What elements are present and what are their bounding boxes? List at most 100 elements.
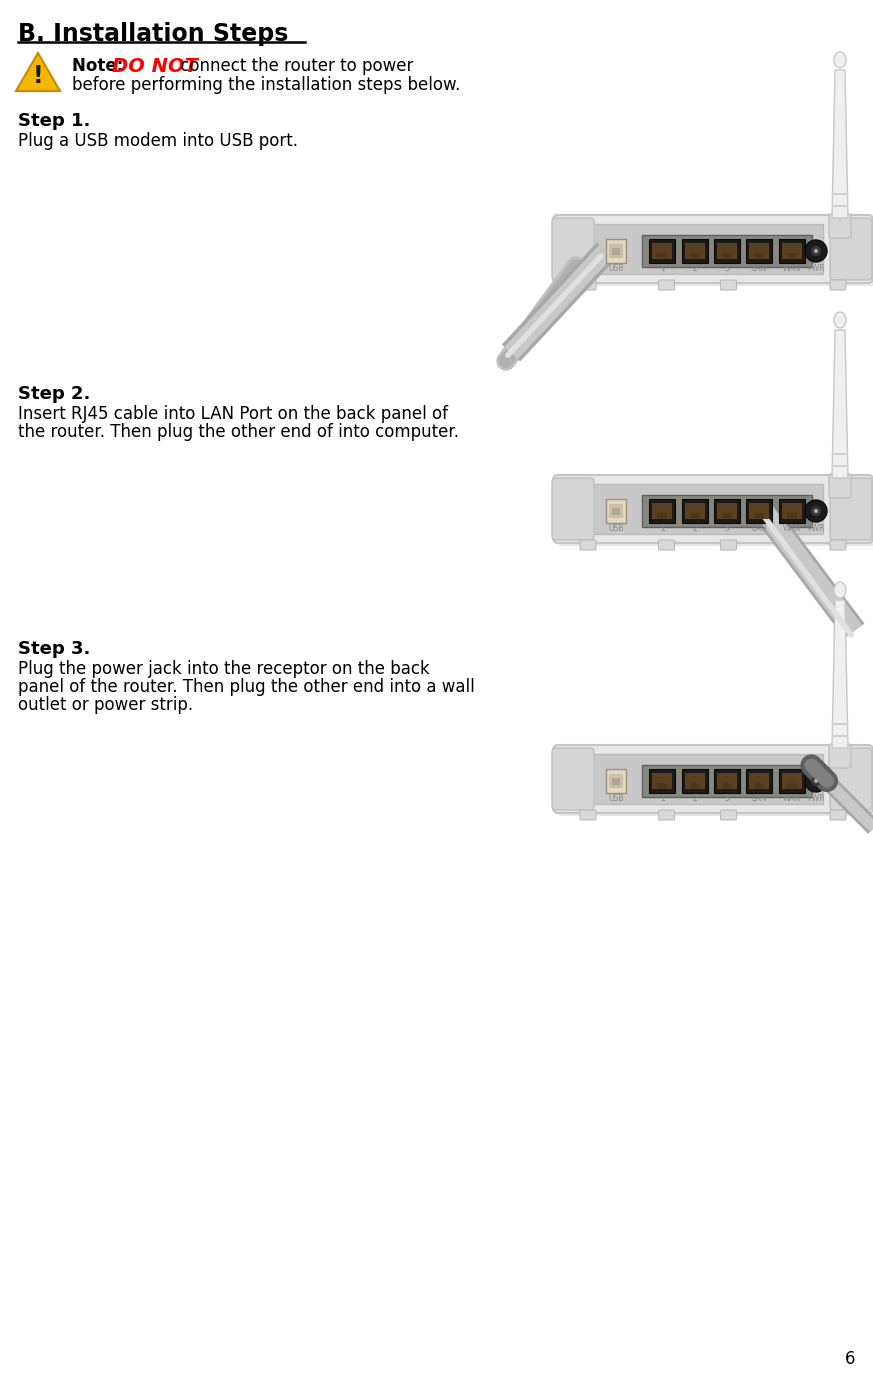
Polygon shape bbox=[16, 54, 60, 91]
FancyBboxPatch shape bbox=[553, 215, 873, 283]
Bar bbox=[754, 783, 765, 788]
Bar bbox=[787, 513, 797, 517]
Bar bbox=[650, 239, 675, 263]
Bar bbox=[714, 499, 740, 523]
Text: 3: 3 bbox=[725, 794, 730, 804]
FancyBboxPatch shape bbox=[658, 279, 675, 290]
Bar bbox=[782, 504, 801, 519]
Bar bbox=[722, 513, 732, 517]
Bar bbox=[609, 504, 623, 517]
Text: 2: 2 bbox=[692, 794, 697, 804]
Polygon shape bbox=[832, 70, 848, 217]
FancyBboxPatch shape bbox=[553, 744, 873, 813]
FancyBboxPatch shape bbox=[553, 475, 873, 544]
Text: WAN: WAN bbox=[783, 524, 801, 533]
Bar bbox=[717, 244, 737, 259]
FancyBboxPatch shape bbox=[552, 749, 594, 810]
Circle shape bbox=[805, 239, 827, 261]
Text: 1: 1 bbox=[660, 264, 664, 272]
Bar bbox=[746, 769, 773, 793]
Bar bbox=[717, 773, 737, 788]
FancyBboxPatch shape bbox=[580, 279, 596, 290]
Bar bbox=[749, 244, 769, 259]
Text: USB: USB bbox=[608, 264, 623, 272]
Bar bbox=[690, 513, 699, 517]
Text: PWR: PWR bbox=[808, 264, 825, 272]
Text: Step 3.: Step 3. bbox=[18, 640, 91, 658]
Bar bbox=[682, 239, 708, 263]
Bar bbox=[754, 253, 765, 259]
Bar bbox=[782, 773, 801, 788]
Text: B. Installation Steps: B. Installation Steps bbox=[18, 22, 288, 45]
Polygon shape bbox=[832, 330, 848, 477]
Circle shape bbox=[811, 776, 821, 786]
Text: Plug the power jack into the receptor on the back: Plug the power jack into the receptor on… bbox=[18, 660, 430, 678]
Bar bbox=[642, 495, 812, 527]
FancyBboxPatch shape bbox=[580, 539, 596, 550]
Bar bbox=[612, 248, 620, 255]
FancyBboxPatch shape bbox=[720, 539, 737, 550]
Bar bbox=[722, 253, 732, 259]
Polygon shape bbox=[832, 600, 848, 749]
Text: DO NOT: DO NOT bbox=[112, 56, 198, 76]
Bar bbox=[652, 504, 672, 519]
Circle shape bbox=[814, 249, 818, 253]
Bar bbox=[588, 484, 823, 534]
Text: WAN: WAN bbox=[783, 264, 801, 272]
Bar bbox=[714, 239, 740, 263]
FancyBboxPatch shape bbox=[830, 279, 846, 290]
Bar bbox=[779, 769, 805, 793]
FancyBboxPatch shape bbox=[830, 539, 846, 550]
Text: PWR: PWR bbox=[808, 794, 825, 804]
Text: 1: 1 bbox=[660, 524, 664, 533]
Bar bbox=[642, 765, 812, 797]
Text: 3: 3 bbox=[725, 524, 730, 533]
Bar bbox=[657, 253, 667, 259]
Bar bbox=[606, 499, 626, 523]
FancyBboxPatch shape bbox=[552, 217, 594, 279]
Bar bbox=[657, 783, 667, 788]
Bar bbox=[684, 504, 705, 519]
Bar bbox=[609, 244, 623, 259]
Bar bbox=[779, 499, 805, 523]
FancyBboxPatch shape bbox=[558, 750, 873, 816]
FancyBboxPatch shape bbox=[829, 744, 851, 768]
Text: LAN: LAN bbox=[752, 264, 767, 272]
FancyBboxPatch shape bbox=[830, 810, 846, 820]
FancyBboxPatch shape bbox=[720, 279, 737, 290]
Text: USB: USB bbox=[608, 524, 623, 533]
Bar bbox=[746, 499, 773, 523]
Bar bbox=[722, 783, 732, 788]
Text: 3: 3 bbox=[725, 264, 730, 272]
Bar bbox=[588, 224, 823, 274]
FancyBboxPatch shape bbox=[552, 477, 594, 539]
Text: 2: 2 bbox=[692, 524, 697, 533]
Text: 6: 6 bbox=[844, 1350, 855, 1368]
Bar bbox=[682, 769, 708, 793]
FancyBboxPatch shape bbox=[558, 480, 873, 546]
Ellipse shape bbox=[834, 582, 846, 599]
Circle shape bbox=[814, 779, 818, 783]
Text: Step 1.: Step 1. bbox=[18, 111, 91, 129]
Text: Note:: Note: bbox=[72, 56, 129, 76]
Text: the router. Then plug the other end of into computer.: the router. Then plug the other end of i… bbox=[18, 422, 459, 440]
Circle shape bbox=[814, 509, 818, 513]
Bar bbox=[588, 754, 823, 804]
Text: panel of the router. Then plug the other end into a wall: panel of the router. Then plug the other… bbox=[18, 678, 475, 696]
FancyBboxPatch shape bbox=[658, 810, 675, 820]
Bar bbox=[746, 239, 773, 263]
Bar bbox=[779, 239, 805, 263]
Bar bbox=[684, 773, 705, 788]
Bar bbox=[609, 773, 623, 788]
Text: Plug a USB modem into USB port.: Plug a USB modem into USB port. bbox=[18, 132, 298, 150]
Text: before performing the installation steps below.: before performing the installation steps… bbox=[72, 76, 460, 94]
FancyBboxPatch shape bbox=[580, 810, 596, 820]
Text: connect the router to power: connect the router to power bbox=[175, 56, 414, 76]
Text: 2: 2 bbox=[692, 264, 697, 272]
Bar bbox=[787, 253, 797, 259]
Bar bbox=[690, 253, 699, 259]
Bar bbox=[782, 244, 801, 259]
Bar bbox=[652, 244, 672, 259]
Bar bbox=[652, 773, 672, 788]
Bar bbox=[606, 769, 626, 793]
